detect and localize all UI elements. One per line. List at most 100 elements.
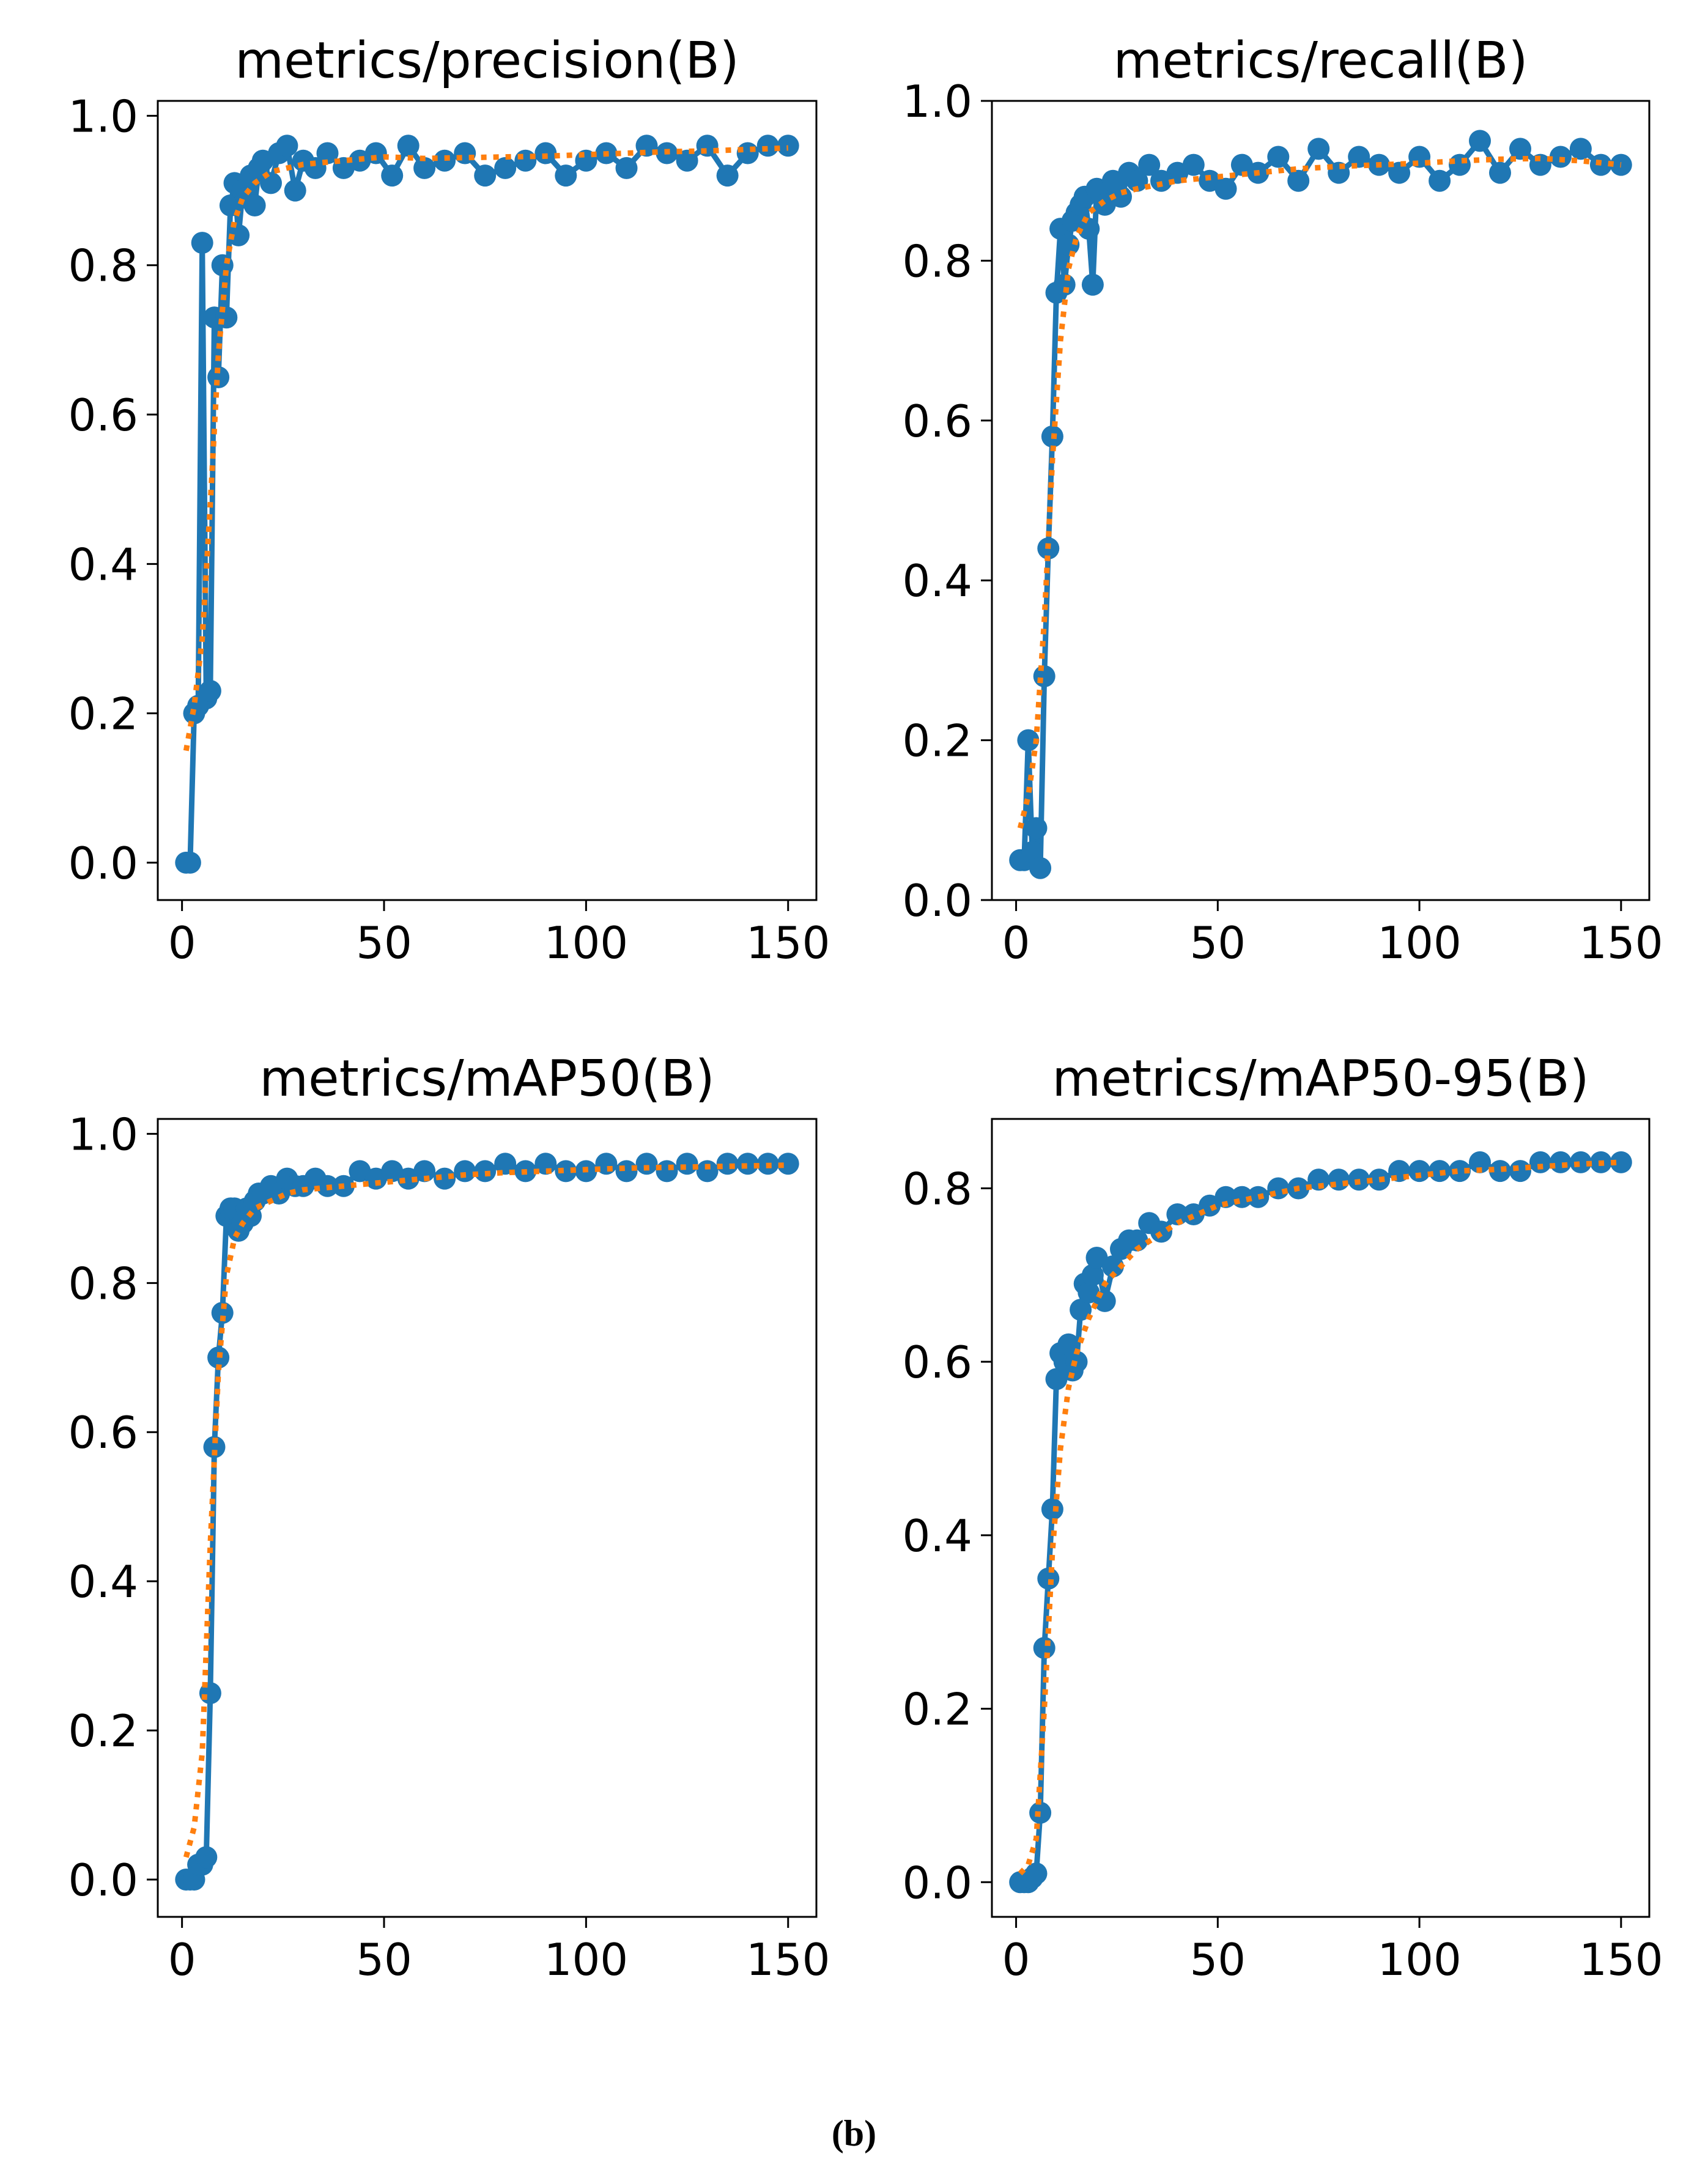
data-point bbox=[1025, 1862, 1048, 1885]
data-point bbox=[494, 1153, 517, 1175]
x-tick-label: 50 bbox=[356, 917, 412, 969]
y-tick-label: 0.0 bbox=[902, 875, 972, 926]
data-point bbox=[1085, 1247, 1108, 1269]
data-point bbox=[1247, 1186, 1270, 1208]
data-point bbox=[1307, 1168, 1330, 1191]
y-tick-label: 0.2 bbox=[68, 688, 138, 740]
data-point bbox=[716, 1153, 739, 1175]
data-point bbox=[199, 680, 221, 702]
y-tick-label: 0.2 bbox=[902, 715, 972, 767]
x-tick-label: 100 bbox=[544, 1934, 628, 1985]
series-line-results bbox=[1017, 138, 1624, 871]
data-point bbox=[555, 1160, 577, 1183]
figure-caption: (b) bbox=[831, 2113, 877, 2153]
data-point bbox=[1469, 1151, 1491, 1173]
data-point bbox=[1101, 1255, 1124, 1278]
x-tick-label: 0 bbox=[168, 1934, 196, 1985]
chart-title: metrics/precision(B) bbox=[235, 32, 739, 90]
axes-frame bbox=[991, 100, 1651, 901]
series-line-results bbox=[183, 142, 791, 866]
x-tick-label: 150 bbox=[1579, 917, 1663, 969]
data-point bbox=[1449, 1160, 1471, 1183]
chart-panel-3: metrics/mAP50(B) 0 50 100 150 0.0 0.2 0.4 0.6 0.8… bbox=[68, 1050, 830, 1985]
data-point bbox=[1033, 665, 1055, 687]
data-point bbox=[736, 1153, 759, 1175]
data-point bbox=[276, 135, 298, 157]
data-point bbox=[716, 164, 739, 187]
data-point bbox=[1267, 146, 1290, 168]
y-tick-label: 0.4 bbox=[902, 555, 972, 607]
data-point bbox=[656, 1160, 678, 1183]
data-point bbox=[1037, 1567, 1060, 1590]
data-point bbox=[615, 1160, 638, 1183]
data-point bbox=[215, 306, 238, 329]
data-point bbox=[474, 164, 497, 187]
data-point bbox=[1214, 177, 1237, 200]
y-tick-label: 0.6 bbox=[902, 1337, 972, 1388]
y-tick-label: 1.0 bbox=[902, 76, 972, 127]
data-point bbox=[191, 232, 213, 254]
plot-area bbox=[175, 1153, 799, 1891]
data-point bbox=[1045, 1368, 1068, 1390]
y-tick-label: 0.2 bbox=[68, 1705, 138, 1757]
x-tick-label: 100 bbox=[1377, 1934, 1461, 1985]
data-point bbox=[454, 1160, 476, 1183]
x-tick-label: 150 bbox=[1579, 1934, 1663, 1985]
data-point bbox=[397, 135, 420, 157]
chart-panel-2: metrics/recall(B) 0 50 100 150 0.0 0.2 0.4 0.6 0.… bbox=[902, 32, 1663, 969]
data-point bbox=[1025, 817, 1048, 840]
data-point bbox=[696, 135, 719, 157]
axes-frame bbox=[157, 1118, 818, 1918]
series-line-smooth bbox=[183, 1162, 788, 1858]
plot-area bbox=[1009, 130, 1632, 879]
data-point bbox=[284, 179, 306, 202]
y-tick-label: 0.4 bbox=[902, 1510, 972, 1562]
y-tick-label: 1.0 bbox=[68, 1109, 138, 1160]
data-point bbox=[1214, 1186, 1237, 1208]
y-tick-label: 0.8 bbox=[902, 1163, 972, 1214]
data-point bbox=[1429, 169, 1451, 192]
data-point bbox=[514, 149, 537, 172]
data-point bbox=[304, 157, 327, 179]
data-point bbox=[635, 1153, 658, 1175]
series-line-smooth bbox=[1018, 1159, 1621, 1876]
y-tick-label: 0.0 bbox=[68, 1854, 138, 1906]
series-line-smooth bbox=[1017, 155, 1622, 829]
x-tick-label: 50 bbox=[1190, 1934, 1246, 1985]
data-point bbox=[1081, 273, 1104, 296]
x-tick-label: 50 bbox=[356, 1934, 412, 1985]
x-tick-label: 50 bbox=[1190, 917, 1246, 969]
y-tick-label: 0.0 bbox=[902, 1857, 972, 1908]
chart-title: metrics/mAP50-95(B) bbox=[1052, 1050, 1589, 1108]
data-point bbox=[1489, 1160, 1511, 1183]
data-point bbox=[454, 142, 476, 164]
data-point bbox=[413, 157, 436, 179]
y-tick-label: 0.6 bbox=[68, 1407, 138, 1458]
data-point bbox=[434, 1167, 456, 1190]
data-point bbox=[1529, 1151, 1551, 1173]
data-point bbox=[207, 366, 230, 388]
y-tick-label: 0.2 bbox=[902, 1684, 972, 1735]
data-point bbox=[1610, 1151, 1632, 1173]
data-point bbox=[1150, 1220, 1172, 1243]
data-point bbox=[1489, 161, 1511, 184]
axes-frame bbox=[991, 1118, 1651, 1918]
chart-title: metrics/recall(B) bbox=[1114, 32, 1528, 90]
chart-panel-4: metrics/mAP50-95(B) 0 50 100 150 0.0 0.2 0.4 0.6… bbox=[902, 1050, 1663, 1985]
chart-panel-1: metrics/precision(B) 0 50 100 150 0.0 0.2 0.4 0.… bbox=[68, 32, 830, 969]
y-tick-label: 0.8 bbox=[68, 1258, 138, 1309]
data-point bbox=[195, 1846, 218, 1869]
data-point bbox=[1041, 1498, 1063, 1521]
data-point bbox=[381, 164, 404, 187]
data-point bbox=[1166, 1203, 1189, 1225]
x-tick-label: 100 bbox=[1377, 917, 1461, 969]
data-point bbox=[1429, 1160, 1451, 1183]
data-point bbox=[615, 157, 638, 179]
y-tick-label: 0.0 bbox=[68, 838, 138, 889]
data-point bbox=[1549, 1151, 1572, 1173]
data-point bbox=[227, 224, 250, 246]
data-point bbox=[1070, 1299, 1092, 1321]
y-tick-label: 0.6 bbox=[902, 396, 972, 447]
data-point bbox=[1408, 1160, 1431, 1183]
x-tick-label: 0 bbox=[168, 917, 196, 969]
